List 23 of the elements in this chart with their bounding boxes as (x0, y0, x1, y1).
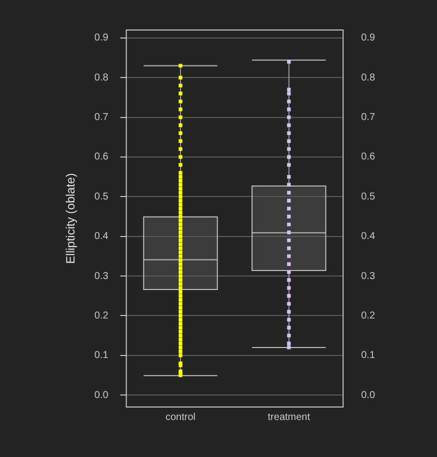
y2-tick-label: 0.3 (361, 270, 376, 282)
y2-tick-label: 0.4 (361, 231, 376, 242)
y-tick-label: 0.6 (94, 152, 109, 163)
y2-tick-label: 0.2 (361, 310, 376, 322)
y2-tick-label: 0.6 (361, 152, 376, 163)
y2-tick-label: 0.0 (361, 390, 376, 401)
y-axis-title: Ellipticity (oblate) (64, 173, 78, 264)
y2-tick-label: 0.7 (361, 112, 376, 124)
y-tick-label: 0.4 (94, 231, 109, 242)
y-tick-label: 0.2 (94, 310, 109, 322)
y-tick-label: 0.5 (94, 191, 109, 202)
y-tick-label: 0.1 (94, 350, 109, 362)
y2-tick-label: 0.8 (361, 72, 376, 84)
y-tick-label: 0.9 (94, 32, 109, 44)
x-tick-label: treatment (268, 412, 310, 423)
y2-tick-label: 0.9 (361, 32, 376, 44)
y-tick-label: 0.3 (94, 270, 109, 282)
y-tick-label: 0.7 (94, 112, 109, 124)
y-tick-label: 0.8 (94, 72, 109, 84)
y2-tick-label: 0.1 (361, 350, 376, 362)
y-tick-label: 0.0 (94, 390, 109, 401)
y2-tick-label: 0.5 (361, 191, 376, 202)
x-tick-label: control (165, 412, 196, 423)
